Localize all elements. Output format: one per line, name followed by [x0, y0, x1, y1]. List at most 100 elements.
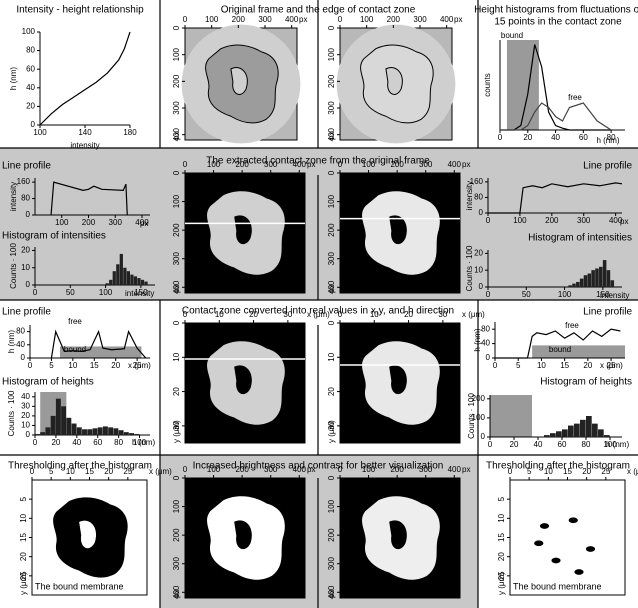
x-tick-label: 300: [419, 465, 433, 474]
bar: [76, 427, 82, 435]
y-tick-label: 300: [172, 556, 181, 570]
y-axis-label: Counts · 100: [467, 393, 476, 439]
x-axis-label: px: [299, 15, 307, 24]
bar: [580, 419, 586, 437]
y-tick-label: 80: [474, 193, 483, 202]
y-axis-label: intensity: [9, 182, 18, 211]
y-tick-label: 10: [327, 352, 336, 361]
y-tick-label: 10: [19, 513, 28, 522]
x-tick-label: 100: [55, 218, 69, 227]
bound-patch: [585, 546, 596, 552]
x-tick-label: 100: [362, 160, 376, 169]
bar: [40, 432, 46, 435]
y-tick-label: 300: [327, 251, 336, 265]
y-tick-label: 20: [26, 102, 35, 111]
x-tick-label: 10: [544, 467, 553, 476]
y-tick-label: 0: [327, 170, 336, 175]
contact-zone: [360, 44, 434, 124]
y-tick-label: 0: [479, 208, 484, 217]
bar: [576, 281, 580, 287]
y-axis-label: px: [327, 590, 336, 598]
y-axis-label: px: [172, 590, 181, 598]
bar: [109, 279, 113, 285]
caption: The bound membrane: [513, 581, 602, 591]
annotation: free: [68, 317, 82, 326]
y-tick-label: 200: [327, 223, 336, 237]
x-axis-label: h (nm): [596, 136, 619, 145]
x-tick-label: 200: [235, 160, 249, 169]
y-axis-label: h (nm): [473, 328, 482, 351]
x-axis-label: x (μm): [128, 361, 151, 370]
y-tick-label: 80: [481, 324, 490, 333]
x-tick-label: 0: [338, 465, 343, 474]
x-axis-label: x (μm): [307, 310, 330, 319]
x-tick-label: 100: [558, 290, 572, 299]
x-tick-label: 400: [293, 465, 307, 474]
contact-zone: [207, 496, 285, 580]
bar: [118, 430, 124, 435]
x-tick-label: 0: [338, 310, 343, 319]
y-tick-label: 0: [26, 210, 31, 219]
y-tick-label: 100: [327, 194, 336, 208]
chart-title: Line profile: [583, 161, 632, 172]
x-tick-label: 100: [513, 216, 527, 225]
contact-zone: [362, 496, 440, 580]
x-tick-label: 0: [183, 310, 188, 319]
x-tick-label: 5: [49, 361, 54, 370]
x-tick-label: 80: [607, 133, 616, 142]
y-tick-label: 0: [26, 280, 31, 289]
x-tick-label: 25: [133, 361, 142, 370]
x-tick-label: 0: [183, 465, 188, 474]
x-tick-label: 150: [596, 290, 610, 299]
x-tick-label: 0: [493, 361, 498, 370]
y-tick-label: 10: [21, 421, 30, 430]
bar: [102, 426, 108, 435]
y-axis-label: Counts · 100: [9, 243, 18, 289]
image-background: [339, 322, 461, 444]
x-tick-label: 60: [579, 133, 588, 142]
y-tick-label: 300: [172, 251, 181, 265]
x-tick-label: 100: [133, 438, 147, 447]
image: [184, 322, 306, 444]
x-tick-label: 100: [33, 128, 47, 137]
x-tick-label: 10: [537, 361, 546, 370]
y-tick-label: 0: [172, 170, 181, 175]
x-tick-label: 400: [440, 15, 454, 24]
x-tick-label: 200: [235, 465, 249, 474]
contact-zone: [53, 497, 128, 578]
x-tick-label: 0: [508, 467, 513, 476]
x-tick-label: 25: [123, 467, 132, 476]
x-tick-label: 0: [338, 160, 343, 169]
x-axis-label: px: [462, 465, 470, 474]
chart-title: Intensity - height relationship: [16, 5, 144, 16]
y-axis-label: counts: [483, 73, 492, 97]
bar: [123, 267, 127, 285]
x-tick-label: 100: [362, 465, 376, 474]
y-tick-label: 30: [327, 421, 336, 430]
y-tick-label: 10: [474, 265, 483, 274]
x-tick-label: 5: [516, 361, 521, 370]
x-tick-label: 15: [560, 361, 569, 370]
x-tick-label: 140: [78, 128, 92, 137]
y-tick-label: 160: [17, 177, 31, 186]
bar: [568, 425, 574, 437]
y-axis-label: h (nm): [7, 330, 16, 353]
bar: [35, 434, 40, 435]
image-background: [184, 322, 306, 444]
x-tick-label: 400: [285, 15, 299, 24]
row-title: The extracted contact zone from the orig…: [206, 156, 430, 167]
annotation: bound: [549, 345, 571, 354]
x-tick-label: 50: [66, 288, 75, 297]
bar: [144, 281, 148, 285]
contact-zone: [207, 191, 285, 275]
x-axis-label: intensity: [600, 291, 629, 300]
y-tick-label: 20: [497, 552, 506, 561]
y-tick-label: 0: [26, 430, 31, 439]
y-axis-label: Counts · 100: [465, 245, 474, 291]
x-tick-label: 20: [523, 133, 532, 142]
x-tick-label: 200: [390, 465, 404, 474]
x-tick-label: 100: [360, 15, 374, 24]
chart-title: Histogram of heights: [540, 377, 632, 388]
